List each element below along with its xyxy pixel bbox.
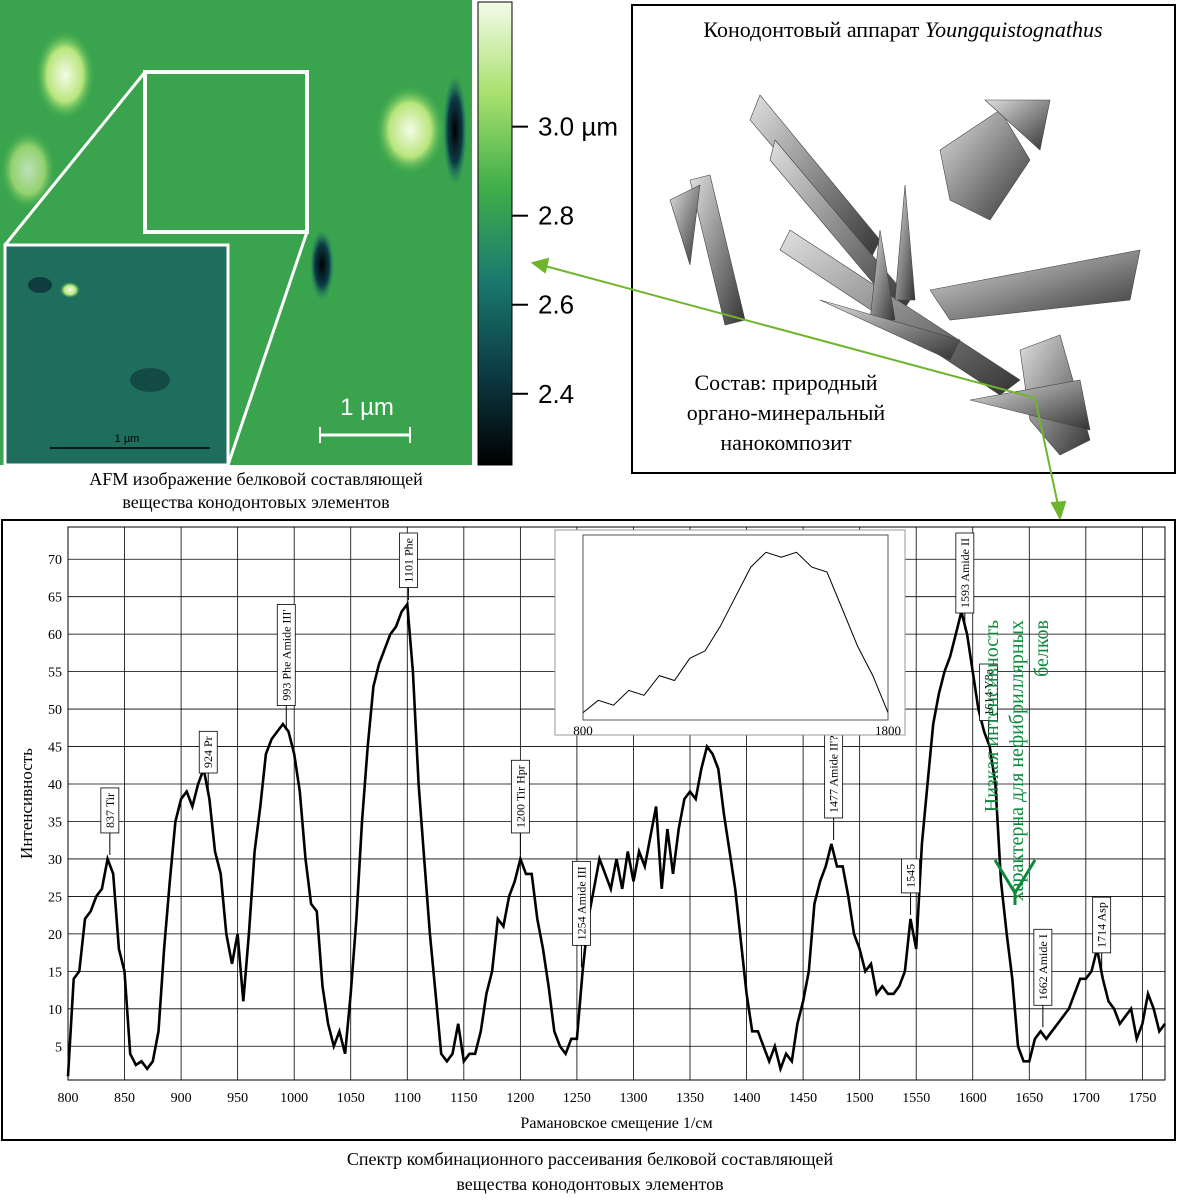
annotation-label: 924 Pr — [201, 736, 215, 768]
x-tick-label: 1700 — [1072, 1091, 1100, 1106]
x-tick-label: 1100 — [394, 1091, 421, 1106]
x-tick-label: 1250 — [563, 1091, 591, 1106]
colorbar-bar — [477, 1, 513, 466]
x-tick-label: 1500 — [846, 1091, 874, 1106]
annotation-label: 1662 Amide I — [1036, 934, 1050, 1000]
inset-scale-label: 1 µm — [115, 433, 140, 445]
colorbar-tick-label: 2.8 — [538, 201, 574, 231]
annotation-label: 1614 Y8a — [982, 668, 996, 715]
afm-image: 1 µm 1 µm — [0, 0, 472, 467]
annotation-label: 1545 — [904, 864, 918, 888]
x-tick-label: 1750 — [1128, 1091, 1156, 1106]
x-tick-label: 1300 — [619, 1091, 647, 1106]
x-tick-label: 1200 — [506, 1091, 534, 1106]
title-text: Конодонтовый аппарат — [703, 17, 919, 42]
y-tick-label: 10 — [48, 1003, 62, 1018]
x-tick-label: 850 — [114, 1091, 135, 1106]
y-tick-label: 65 — [48, 591, 62, 606]
inset-tick-label: 1800 — [875, 723, 901, 738]
y-tick-label: 60 — [48, 628, 62, 643]
note-bracket — [993, 859, 1037, 905]
afm-caption: вещества конодонтовых элементов — [122, 492, 389, 512]
annotation-label: 1101 Phe — [401, 538, 415, 583]
scale-label: 1 µm — [340, 394, 394, 421]
annotation-label: 1593 Amide II — [958, 538, 972, 608]
annotation-label: 1714 Asp — [1095, 902, 1109, 948]
colorbar-tick-label: 2.4 — [538, 379, 574, 409]
x-axis-label: Рамановское смещение 1/см — [520, 1115, 712, 1132]
y-tick-label: 55 — [48, 666, 62, 681]
caption: вещества конодонтовых элементов — [456, 1174, 723, 1194]
caption: Спектр комбинационного рассеивания белко… — [347, 1149, 834, 1169]
note-text: характерна для нефибриллярных — [1006, 620, 1028, 901]
composition: органо-минеральный — [687, 400, 886, 425]
x-tick-label: 1350 — [676, 1091, 704, 1106]
x-tick-label: 800 — [58, 1091, 79, 1106]
note-text: белков — [1031, 620, 1053, 677]
arrows — [530, 257, 1067, 521]
x-tick-label: 900 — [171, 1091, 192, 1106]
colorbar-tick-label: 2.6 — [538, 290, 574, 320]
composition: нанокомпозит — [720, 430, 852, 455]
inset-tick-label: 800 — [573, 723, 593, 738]
spectrum-line — [66, 600, 1167, 1077]
spectrum-panel — [1, 519, 1176, 1141]
inset-frame — [582, 534, 889, 721]
colorbar: 3.0 µm 2.8 2.6 2.4 — [477, 1, 618, 466]
y-tick-label: 70 — [48, 553, 62, 568]
x-tick-label: 1600 — [959, 1091, 987, 1106]
apparatus-panel — [631, 4, 1176, 474]
y-tick-label: 25 — [48, 890, 62, 905]
genus: Youngquistognathus — [925, 17, 1103, 42]
x-tick-label: 1050 — [337, 1091, 365, 1106]
inset-spectrum: 800 1800 — [573, 551, 901, 738]
inset-panel — [554, 529, 906, 736]
x-tick-label: 950 — [227, 1091, 248, 1106]
x-tick-label: 1400 — [733, 1091, 761, 1106]
annotation-label: 1477 Amide II'? — [827, 735, 841, 812]
y-axis-label: Интенсивность — [17, 748, 36, 859]
afm-caption: AFM изображение белковой составляющей — [89, 469, 423, 489]
y-tick-label: 40 — [48, 778, 62, 793]
y-tick-label: 15 — [48, 965, 62, 980]
y-tick-label: 35 — [48, 815, 62, 830]
x-tick-label: 1000 — [280, 1091, 308, 1106]
y-tick-label: 5 — [55, 1040, 62, 1055]
conodont-illustration — [669, 94, 1141, 456]
colorbar-tick-label: 3.0 µm — [538, 112, 618, 142]
annotation-label: 837 Tir — [103, 793, 117, 828]
x-tick-label: 1150 — [450, 1091, 477, 1106]
annotation-label: 1254 Amide III — [574, 866, 588, 940]
inset-line — [582, 551, 889, 713]
x-tick-label: 1650 — [1015, 1091, 1043, 1106]
y-tick-label: 20 — [48, 928, 62, 943]
apparatus-title: Конодонтовый аппарат Youngquistognathus — [703, 17, 1102, 42]
y-tick-label: 45 — [48, 741, 62, 756]
composition: Состав: природный — [694, 370, 877, 395]
annotation-label: 1200 Tir Hpr — [513, 765, 527, 828]
y-tick-label: 30 — [48, 853, 62, 868]
note-text: Низкая интенсивность — [981, 620, 1003, 812]
x-tick-label: 1550 — [902, 1091, 930, 1106]
annotation-label: 993 Phe Amide III' — [279, 609, 293, 700]
y-tick-label: 50 — [48, 703, 62, 718]
x-tick-label: 1450 — [789, 1091, 817, 1106]
